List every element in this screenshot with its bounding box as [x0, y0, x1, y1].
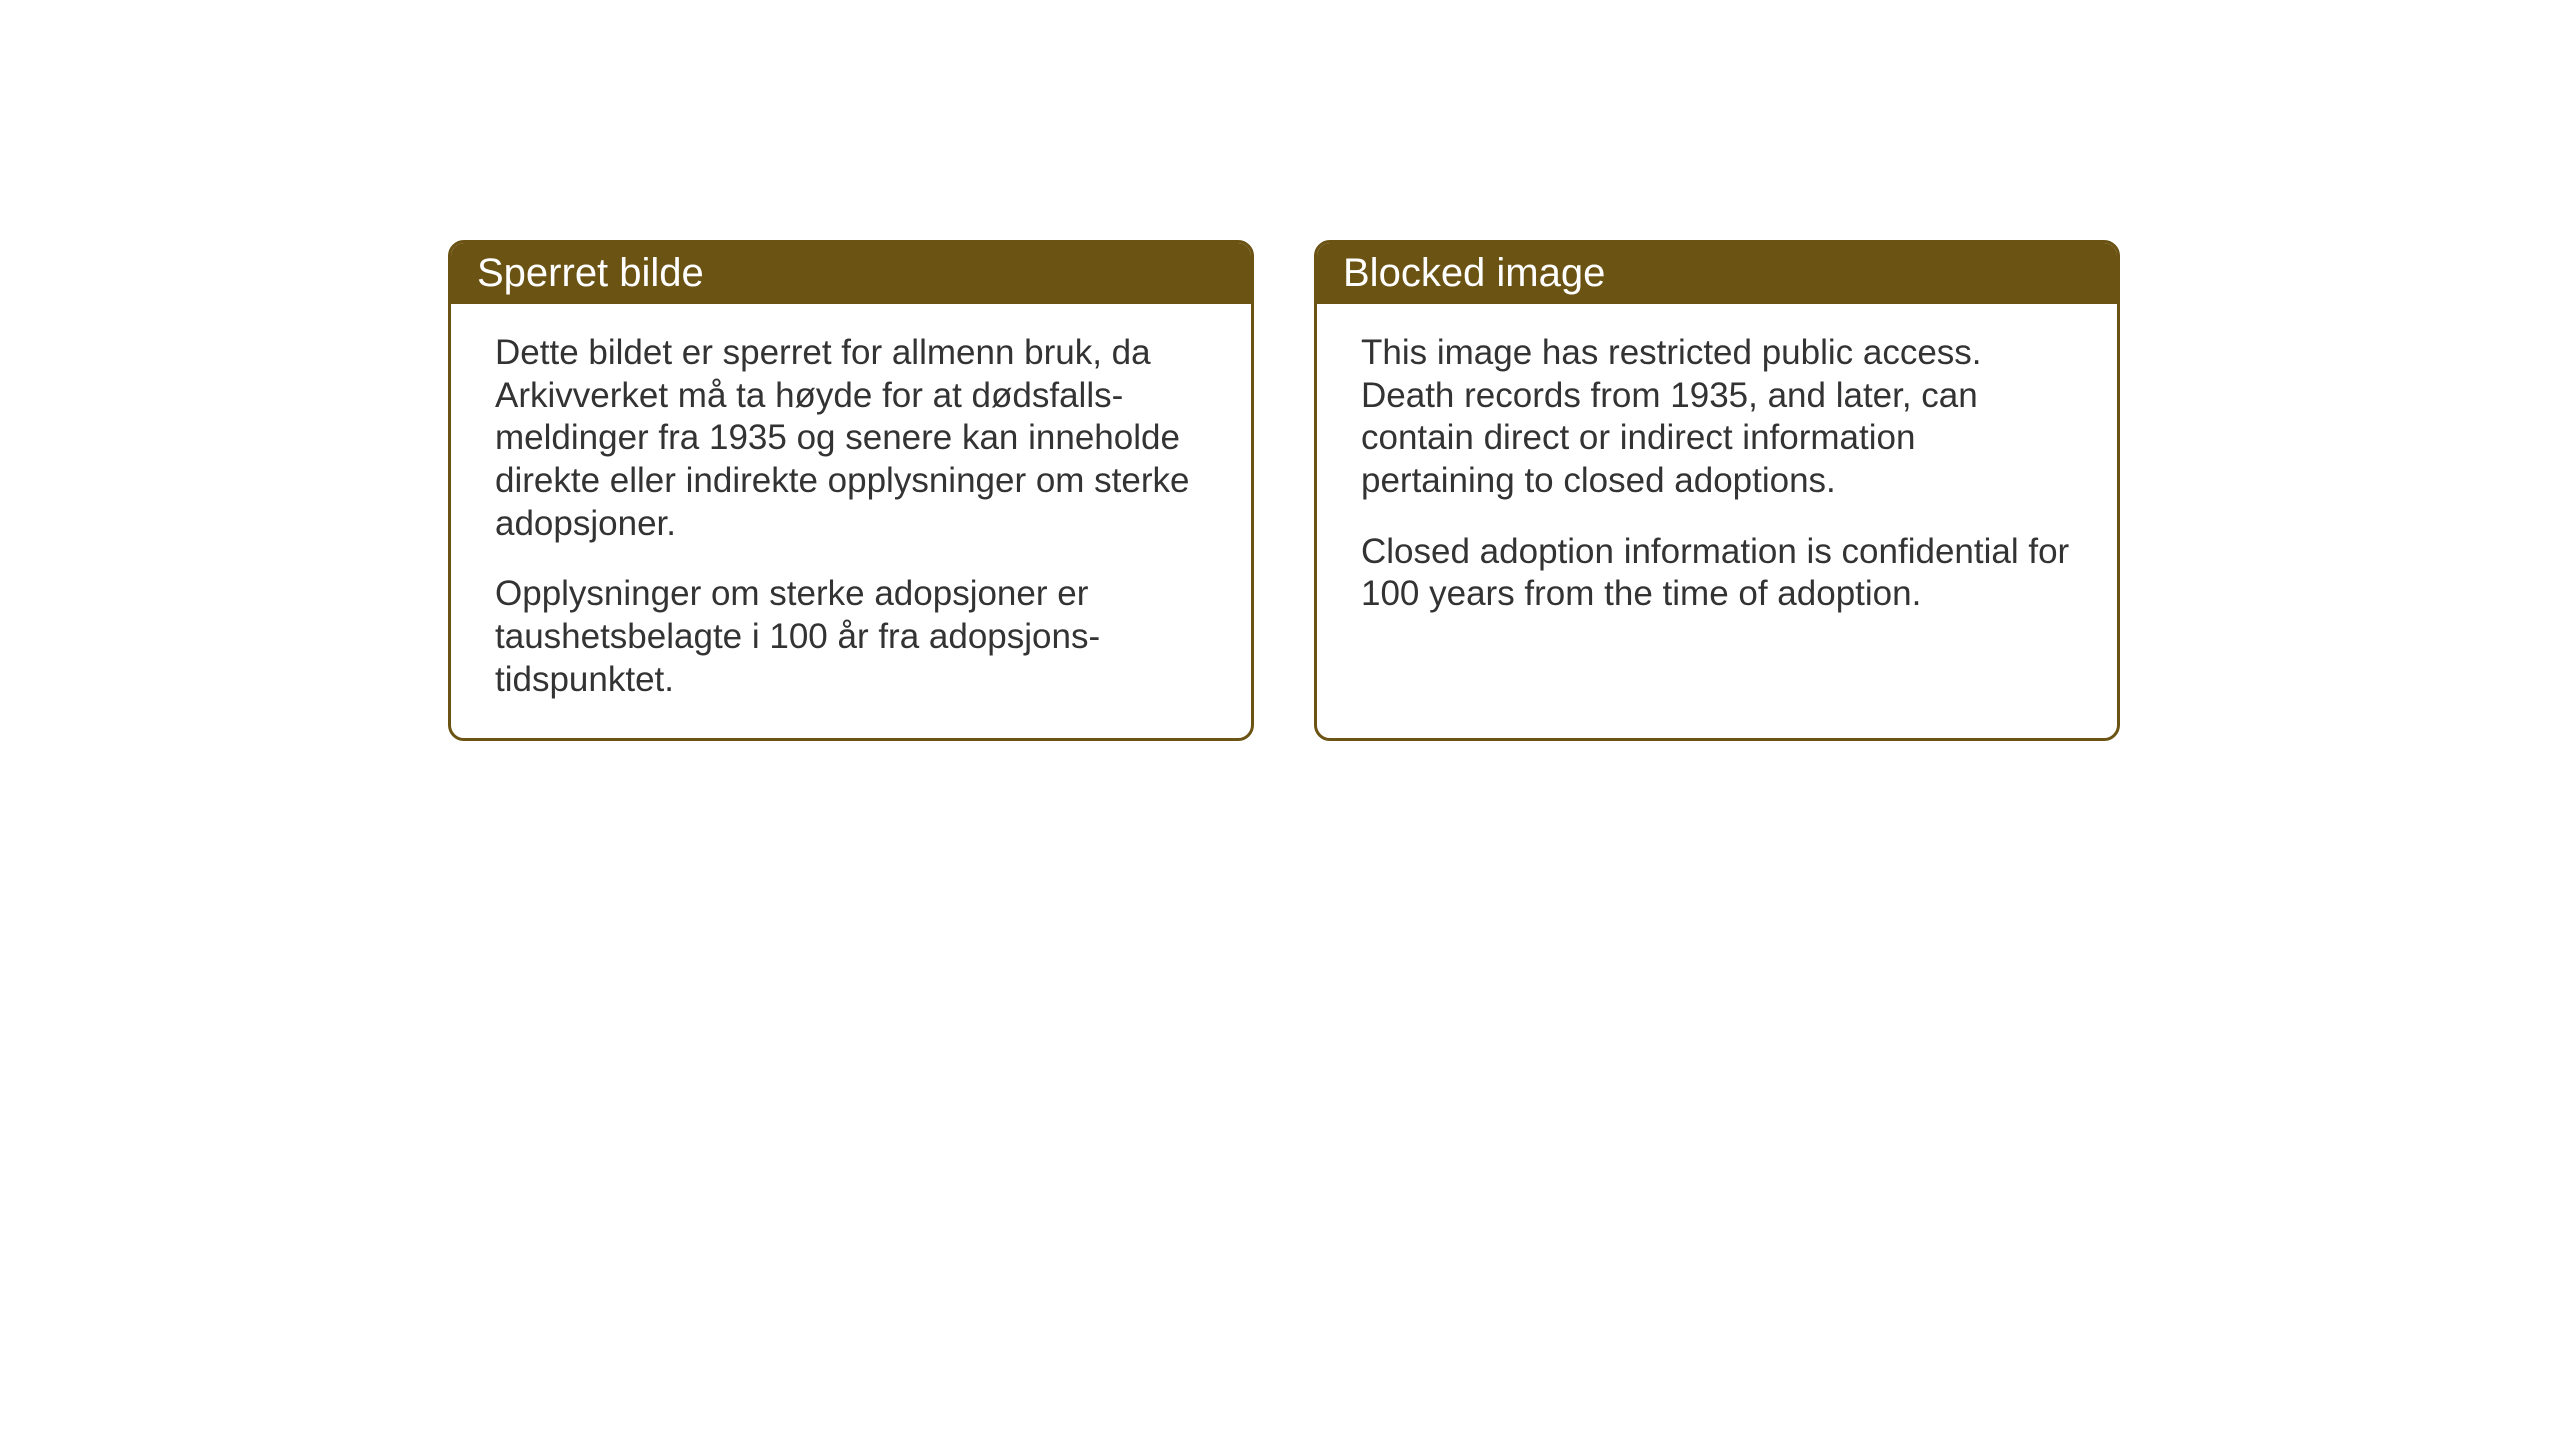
english-card-body: This image has restricted public access.… — [1317, 304, 2117, 652]
norwegian-paragraph-2: Opplysninger om sterke adopsjoner er tau… — [495, 573, 1207, 701]
norwegian-card-title: Sperret bilde — [451, 243, 1251, 304]
norwegian-notice-card: Sperret bilde Dette bildet er sperret fo… — [448, 240, 1254, 741]
english-paragraph-1: This image has restricted public access.… — [1361, 332, 2073, 503]
english-paragraph-2: Closed adoption information is confident… — [1361, 531, 2073, 616]
english-card-title: Blocked image — [1317, 243, 2117, 304]
norwegian-card-body: Dette bildet er sperret for allmenn bruk… — [451, 304, 1251, 738]
notice-cards-container: Sperret bilde Dette bildet er sperret fo… — [448, 240, 2120, 741]
english-notice-card: Blocked image This image has restricted … — [1314, 240, 2120, 741]
norwegian-paragraph-1: Dette bildet er sperret for allmenn bruk… — [495, 332, 1207, 545]
